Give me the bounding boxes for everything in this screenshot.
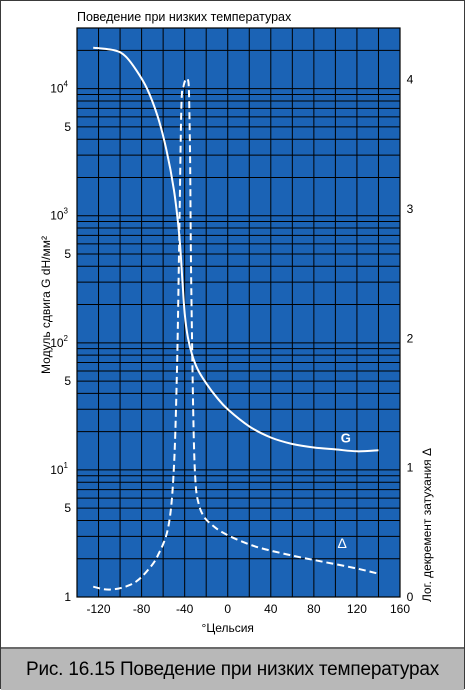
chart: Поведение при низких температурах -120 -80… xyxy=(39,10,434,635)
y-left-tick-label: 5 xyxy=(64,374,71,388)
y-left-tick-label: 101 xyxy=(50,461,68,477)
series-label-g: G xyxy=(341,430,351,445)
x-tick-label: 80 xyxy=(307,602,321,616)
y-left-tick-label: 5 xyxy=(64,247,71,261)
y-left-tick-label: 5 xyxy=(64,120,71,134)
plot-border xyxy=(76,27,401,598)
y-right-tick-label: 3 xyxy=(407,202,414,216)
caption-bar: Рис. 16.15 Поведение при низких температ… xyxy=(1,647,464,690)
x-axis-label: °Цельсия xyxy=(202,621,254,635)
y-right-tick-label: 4 xyxy=(407,73,414,87)
y-left-tick-label: 104 xyxy=(50,80,68,96)
y-right-axis-label: Лог. декремент затухания Δ xyxy=(420,448,434,602)
y-left-tick-label: 1 xyxy=(64,590,71,604)
x-tick-label: -80 xyxy=(133,602,151,616)
y-right-tick-label: 2 xyxy=(407,331,414,345)
y-left-tick-label: 102 xyxy=(50,334,68,350)
series-label-delta: Δ xyxy=(338,535,347,551)
series-line-g xyxy=(93,46,379,453)
series-line-delta xyxy=(92,77,379,591)
x-tick-label: 0 xyxy=(224,602,231,616)
x-tick-label: 120 xyxy=(347,602,367,616)
chart-title: Поведение при низких температурах xyxy=(77,10,292,24)
x-tick-label: 40 xyxy=(264,602,278,616)
plot-area xyxy=(77,28,400,597)
x-tick-label: -120 xyxy=(87,602,111,616)
y-left-tick-label: 103 xyxy=(50,207,68,223)
x-tick-label: -40 xyxy=(176,602,194,616)
figure-caption: Рис. 16.15 Поведение при низких температ… xyxy=(25,659,440,680)
y-right-tick-label: 1 xyxy=(407,461,414,475)
y-left-axis-label: Модуль сдвига G dH/мм² xyxy=(39,236,53,374)
y-left-tick-label: 5 xyxy=(64,501,71,515)
y-right-tick-label: 0 xyxy=(407,590,414,604)
x-tick-label: 160 xyxy=(390,602,410,616)
